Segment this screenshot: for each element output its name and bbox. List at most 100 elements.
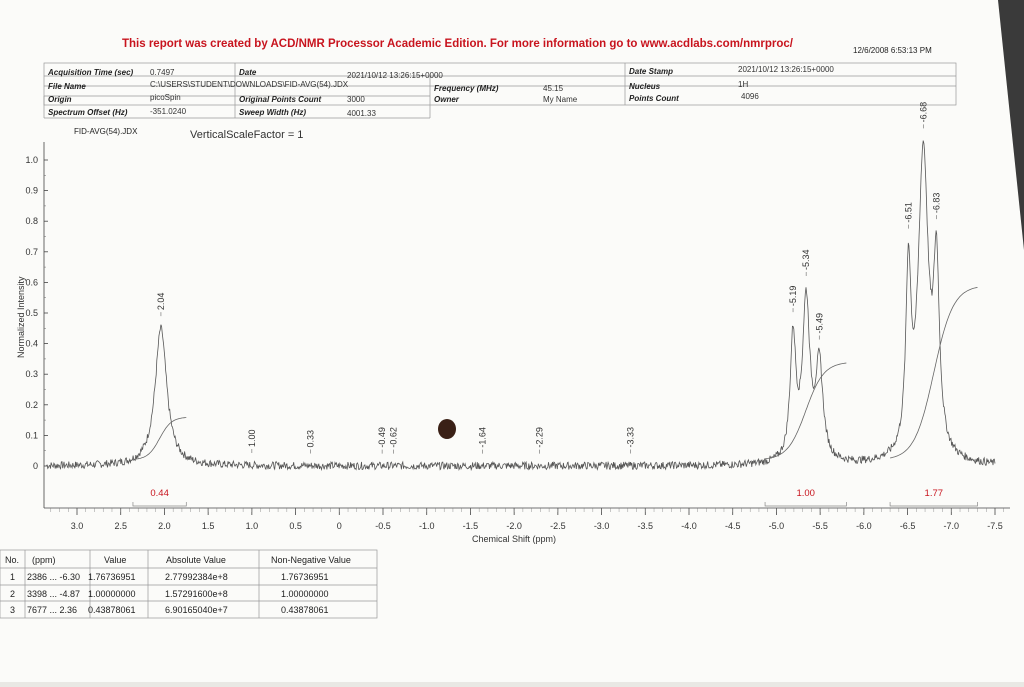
date-label: Date [239, 68, 257, 77]
results-table-border [0, 549, 378, 619]
x-tick-label: 0 [337, 521, 342, 531]
peak-label: -3.33 [625, 427, 635, 448]
peak-label: -5.34 [801, 249, 811, 270]
col-header-no: No. [5, 555, 19, 565]
date-value: 2021/10/12 13:26:15+0000 [347, 71, 443, 80]
y-tick-label: 0.7 [25, 247, 38, 257]
x-tick-label: -1.0 [419, 521, 435, 531]
results-table-text: No. (ppm) Value Absolute Value Non-Negat… [5, 555, 351, 615]
results-table [0, 549, 378, 619]
peak-label: -5.49 [814, 313, 824, 334]
x-tick-label: -6.5 [900, 521, 916, 531]
y-tick-label: 0.8 [25, 216, 38, 226]
owner-label: Owner [434, 95, 460, 104]
x-tick-label: -7.5 [987, 521, 1003, 531]
x-ticks: 3.0 2.5 2.0 1.5 1.0 0.5 0 -0.5 -1.0 -1.5 -2.0 -2.5 -… [50, 508, 1004, 531]
x-tick-label: 2.5 [114, 521, 127, 531]
x-tick-label: -7.0 [944, 521, 960, 531]
integral-value: 0.44 [150, 488, 169, 499]
vertical-scale-factor: VerticalScaleFactor = 1 [190, 129, 303, 141]
acq-time-value: 0.7497 [150, 68, 175, 77]
integral-bracket [889, 502, 978, 507]
spectrum-line [46, 140, 996, 472]
sweep-width-value: 4001.33 [347, 109, 376, 118]
integral-value: 1.77 [925, 488, 944, 499]
file-name-value: C:\USERS\STUDENT\DOWNLOADS\FID-AVG(54).J… [150, 80, 349, 89]
peak-label: -2.29 [534, 427, 544, 448]
x-tick-label: -1.5 [463, 521, 479, 531]
origin-value: picoSpin [150, 93, 181, 102]
row-2-nonneg: 1.00000000 [281, 589, 329, 599]
x-tick-label: -6.0 [856, 521, 872, 531]
spectrum-offset-value: -351.0240 [150, 107, 187, 116]
row-3-no: 3 [10, 605, 15, 615]
nucleus-value: 1H [738, 80, 748, 89]
info-table [43, 62, 957, 119]
peak-label: -1.64 [478, 427, 488, 448]
x-tick-label: -3.5 [638, 521, 654, 531]
y-tick-label: 0.6 [25, 277, 38, 287]
peak-label: -0.62 [388, 427, 398, 448]
report-banner: This report was created by ACD/NMR Proce… [122, 38, 794, 50]
paper-shadow [998, 0, 1024, 250]
col-header-nonneg: Non-Negative Value [271, 555, 351, 565]
y-tick-label: 0.1 [25, 430, 38, 440]
x-tick-label: -4.0 [681, 521, 697, 531]
peak-label: -6.51 [903, 202, 913, 223]
peak-label: 1.00 [247, 429, 257, 447]
owner-value: My Name [543, 95, 578, 104]
info-table-text: Acquisition Time (sec) 0.7497 Date 2021/… [47, 65, 834, 118]
y-ticks: 0 0.1 0.2 0.3 0.4 0.5 0.6 0.7 0.8 0.9 1.0 [25, 155, 48, 471]
origin-label: Origin [48, 95, 72, 104]
x-tick-label: 0.5 [289, 521, 302, 531]
integral-curve [890, 287, 978, 459]
y-tick-label: 0.9 [25, 186, 38, 196]
orig-points-label: Original Points Count [239, 95, 322, 104]
frequency-value: 45.15 [543, 84, 564, 93]
sweep-width-label: Sweep Width (Hz) [239, 108, 306, 117]
y-axis-label: Normalized Intensity [16, 276, 26, 358]
peak-label: 2.04 [156, 293, 166, 311]
integral-bracket [132, 502, 187, 507]
info-table-border [43, 62, 957, 106]
peak-label: -6.68 [918, 102, 928, 123]
integral-curve [132, 417, 187, 460]
x-tick-label: 3.0 [71, 521, 84, 531]
row-2-value: 1.00000000 [88, 589, 136, 599]
x-axis-label: Chemical Shift (ppm) [472, 534, 556, 544]
row-1-ppm: 2386 ... -6.30 [27, 572, 80, 582]
x-tick-label: -3.0 [594, 521, 610, 531]
x-tick-label: 2.0 [158, 521, 171, 531]
row-1-absolute: 2.77992384e+8 [165, 572, 228, 582]
nucleus-label: Nucleus [629, 82, 661, 91]
integral-curve [765, 362, 847, 460]
row-3-value: 0.43878061 [88, 605, 136, 615]
x-tick-label: -2.5 [550, 521, 566, 531]
col-header-value: Value [104, 555, 126, 565]
x-tick-label: -5.5 [812, 521, 828, 531]
y-tick-label: 0.5 [25, 308, 38, 318]
ink-spot [438, 419, 456, 439]
row-1-value: 1.76736951 [88, 572, 136, 582]
row-3-nonneg: 0.43878061 [281, 605, 329, 615]
row-2-no: 2 [10, 589, 15, 599]
points-count-label: Points Count [629, 94, 679, 103]
peak-labels: 2.04 1.00 0.33 -0.49 -0.62 -1.64 -2.29 -3.33 -5.… [156, 102, 941, 454]
row-3-absolute: 6.90165040e+7 [165, 605, 228, 615]
x-tick-label: -5.0 [769, 521, 785, 531]
spectrum-offset-label: Spectrum Offset (Hz) [48, 108, 128, 117]
row-1-no: 1 [10, 572, 15, 582]
row-2-absolute: 1.57291600e+8 [165, 589, 228, 599]
date-stamp-label: Date Stamp [629, 67, 673, 76]
x-tick-label: 1.5 [202, 521, 215, 531]
integral-bracket [764, 502, 847, 507]
y-tick-label: 0.2 [25, 400, 38, 410]
peak-label: -5.19 [788, 286, 798, 307]
x-tick-label: -2.0 [506, 521, 522, 531]
integral-curves [132, 287, 978, 460]
report-timestamp: 12/6/2008 6:53:13 PM [853, 46, 932, 55]
y-tick-label: 1.0 [25, 155, 38, 165]
